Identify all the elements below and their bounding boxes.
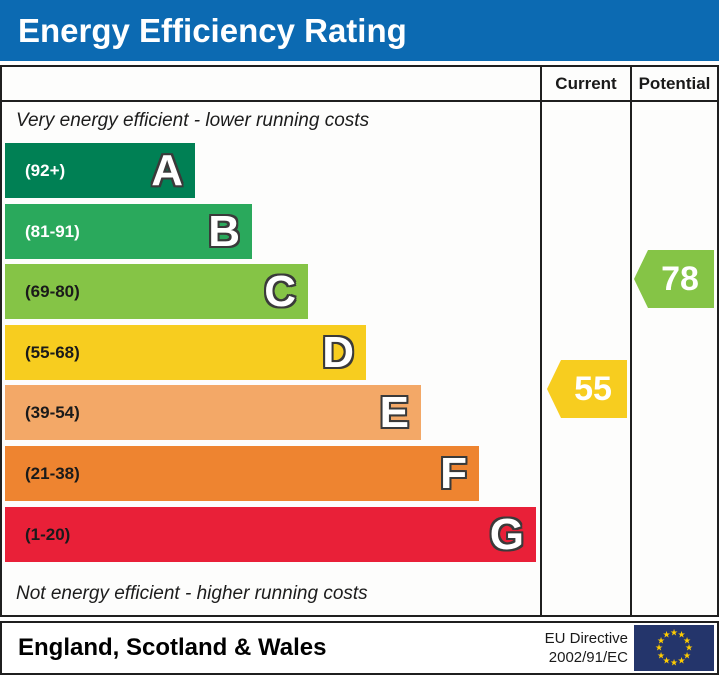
band-letter: B xyxy=(208,207,240,256)
band-letter: E xyxy=(379,388,409,437)
band-row-f: (21-38) F xyxy=(5,446,479,501)
eu-directive-line1: EU Directive xyxy=(544,630,628,647)
potential-rating-value: 78 xyxy=(661,259,699,298)
current-rating-arrow: 55 xyxy=(547,360,627,418)
band-range-label: (69-80) xyxy=(25,281,80,301)
current-rating-value: 55 xyxy=(574,369,612,408)
title-bar: Energy Efficiency Rating xyxy=(0,0,719,61)
potential-column-divider xyxy=(630,67,632,615)
page-title: Energy Efficiency Rating xyxy=(18,11,407,49)
current-column-divider xyxy=(540,67,542,615)
region-label: England, Scotland & Wales xyxy=(18,634,327,661)
footer-bar: England, Scotland & Wales EU Directive 2… xyxy=(0,621,719,675)
band-range-label: (81-91) xyxy=(25,221,80,241)
band-range-label: (55-68) xyxy=(25,342,80,362)
band-row-g: (1-20) G xyxy=(5,507,536,562)
band-range-label: (92+) xyxy=(25,160,66,180)
band-row-a: (92+) A xyxy=(5,143,195,198)
band-letter: F xyxy=(440,449,467,498)
band-row-d: (55-68) D xyxy=(5,325,366,380)
top-caption: Very energy efficient - lower running co… xyxy=(16,110,370,131)
potential-rating-arrow: 78 xyxy=(634,250,714,308)
current-column-header: Current xyxy=(555,74,617,93)
band-letter: C xyxy=(264,267,296,316)
rating-table: Current Potential Very energy efficient … xyxy=(0,65,719,617)
potential-column-header: Potential xyxy=(638,74,711,93)
band-row-b: (81-91) B xyxy=(5,204,252,259)
eu-flag-icon: ★ ★ ★ ★ ★ ★ ★ ★ ★ ★ ★ ★ xyxy=(634,625,714,671)
band-range-label: (21-38) xyxy=(25,463,80,483)
band-letter: D xyxy=(322,328,354,377)
header-row-divider xyxy=(2,100,717,102)
bottom-caption: Not energy efficient - higher running co… xyxy=(16,583,368,604)
band-row-e: (39-54) E xyxy=(5,385,421,440)
band-range-label: (1-20) xyxy=(25,524,71,544)
band-range-label: (39-54) xyxy=(25,402,80,422)
eu-directive-line2: 2002/91/EC xyxy=(548,649,628,666)
eu-directive-label: EU Directive 2002/91/EC xyxy=(545,629,628,667)
band-row-c: (69-80) C xyxy=(5,264,308,319)
band-letter: G xyxy=(489,510,524,559)
band-letter: A xyxy=(151,146,183,195)
